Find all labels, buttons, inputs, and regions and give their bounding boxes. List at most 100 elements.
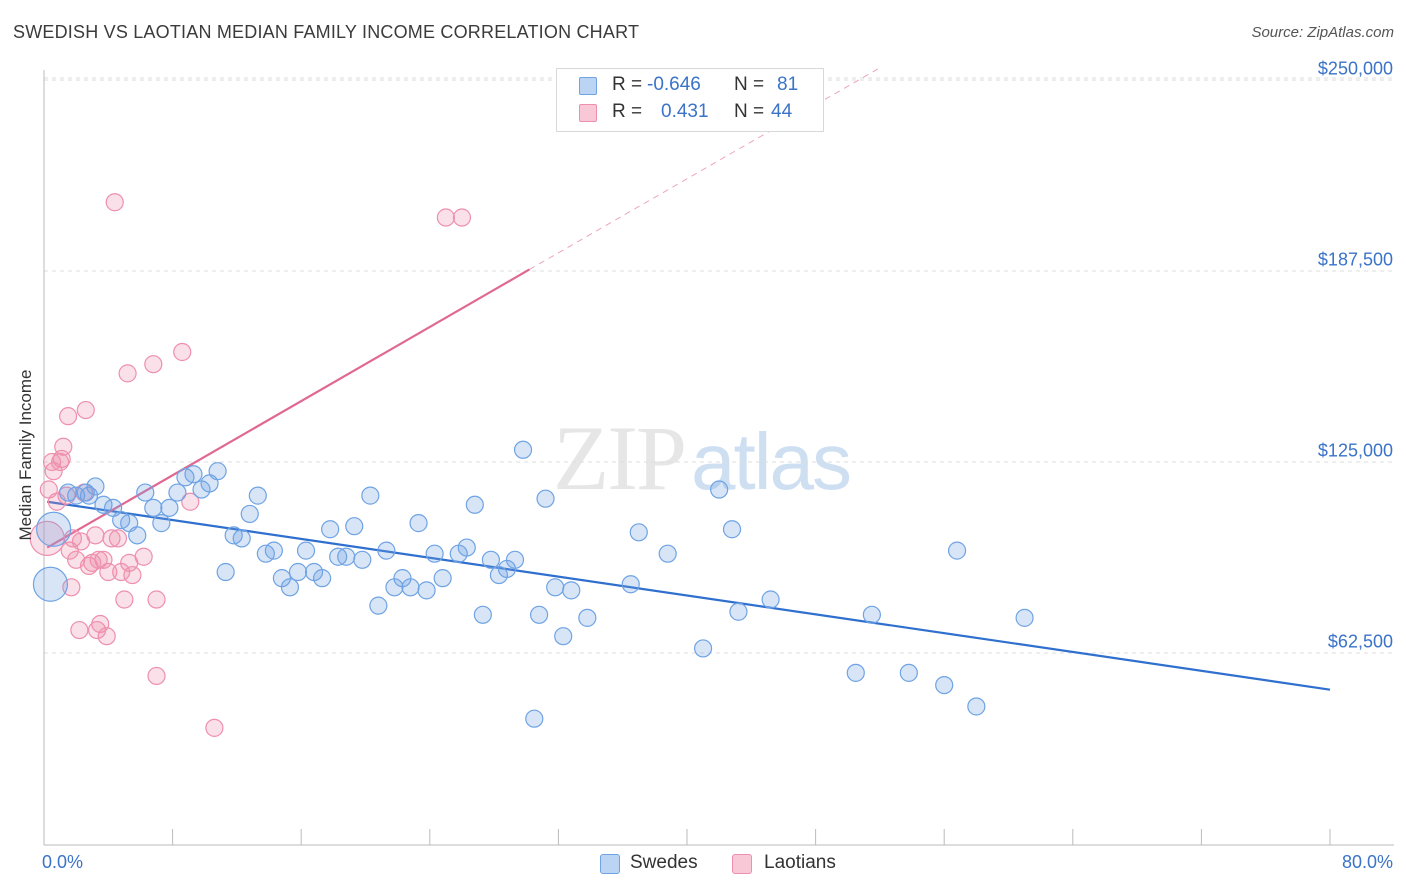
legend-label-laotians: Laotians [764,852,836,873]
laotians-point [54,437,73,456]
swedes-point [152,514,171,533]
swedes-point [536,489,555,508]
laotians-point [86,526,105,545]
swedes-point [296,541,316,560]
swedes-legend-swatch [600,854,620,874]
stats-box: R = -0.646 N = 81 R = 0.431 N = 44 [556,68,824,132]
swedes-point [729,602,748,621]
swedes-point [128,526,147,545]
laotians-point [108,529,128,548]
swedes-point [160,498,179,517]
swedes-point [232,529,251,548]
swedes-point [525,709,544,728]
swedes-point [76,483,95,502]
laotians-point [144,355,163,374]
laotians-point [115,590,134,609]
n-label: N = [734,74,765,95]
swedes-point [86,477,105,496]
laotians-point [123,565,142,585]
laotians-point [59,407,78,426]
laotians-point [70,620,89,640]
laotians-swatch [579,104,597,122]
laotians-point [452,208,472,227]
laotians-point [97,627,116,646]
swedes-point [658,544,677,563]
watermark-zip: ZIP [553,407,687,509]
laotians-points [29,193,472,737]
swedes-point [530,605,549,624]
y-tick-label: $187,500 [1317,249,1393,270]
swedes-point [353,550,372,569]
swedes-point [288,562,308,582]
swedes-point [312,569,332,588]
swedes-point [321,520,340,539]
swedes-point [417,581,436,600]
swedes-point [168,483,187,502]
swedes-point [433,569,452,588]
laotians-point [50,452,70,472]
swedes-point [369,596,388,615]
swedes-point [761,590,780,609]
swedes-point [36,511,72,547]
swedes-point [345,517,364,536]
swedes-point [79,486,99,505]
laotians-point [89,550,108,569]
gridlines [44,77,1394,654]
swedes-point [208,462,227,481]
swedes-swatch [579,77,597,95]
swedes-point [473,605,492,624]
watermark: ZIPatlas [553,405,852,511]
laotians-point [102,529,121,548]
swedes-point [425,544,444,563]
swedes-point [465,495,484,514]
laotians-point [173,342,192,362]
laotians-trend-line [46,268,531,549]
laotians-point [57,486,76,505]
swedes-point [899,663,918,682]
swedes-point [216,562,235,582]
swedes-point [264,541,283,560]
laotians-point [118,364,137,383]
swedes-point [862,605,881,624]
swedes-point [248,486,267,505]
swedes-point [554,627,573,646]
swedes-point [32,566,69,602]
swedes-point [967,697,986,716]
laotians-point [105,193,124,212]
laotians-point [147,590,166,609]
swedes-point [136,483,155,502]
n-value: 44 [771,101,793,122]
swedes-point [457,538,476,557]
legend-label-swedes: Swedes [630,852,698,873]
swedes-point [1015,608,1034,627]
y-axis-label: Median Family Income [16,369,35,541]
swedes-point [621,575,640,594]
swedes-point [409,514,428,533]
swedes-point [337,547,356,566]
laotians-point [205,718,224,737]
source-label: Source: ZipAtlas.com [1251,24,1394,41]
swedes-point [693,639,713,658]
r-label: R = [612,101,643,122]
swedes-point [846,663,865,682]
swedes-point [710,480,729,499]
axes [43,70,1394,846]
n-label: N = [734,101,765,122]
laotians-point [134,547,153,566]
swedes-points [32,440,1034,728]
laotians-point [147,666,166,686]
r-value: -0.646 [647,74,701,95]
r-label: R = [612,74,643,95]
swedes-point [546,578,565,597]
swedes-point [513,440,533,459]
swedes-point [401,578,420,597]
y-tick-label: $250,000 [1317,58,1393,79]
n-value: 81 [777,74,799,95]
chart-title: SWEDISH VS LAOTIAN MEDIAN FAMILY INCOME … [13,22,640,42]
legend: Swedes Laotians [0,852,1406,878]
swedes-point [578,608,597,627]
x-tick-label-min: 0.0% [42,852,84,872]
y-tick-label: $125,000 [1317,440,1393,461]
swedes-trend-line [47,500,1331,691]
